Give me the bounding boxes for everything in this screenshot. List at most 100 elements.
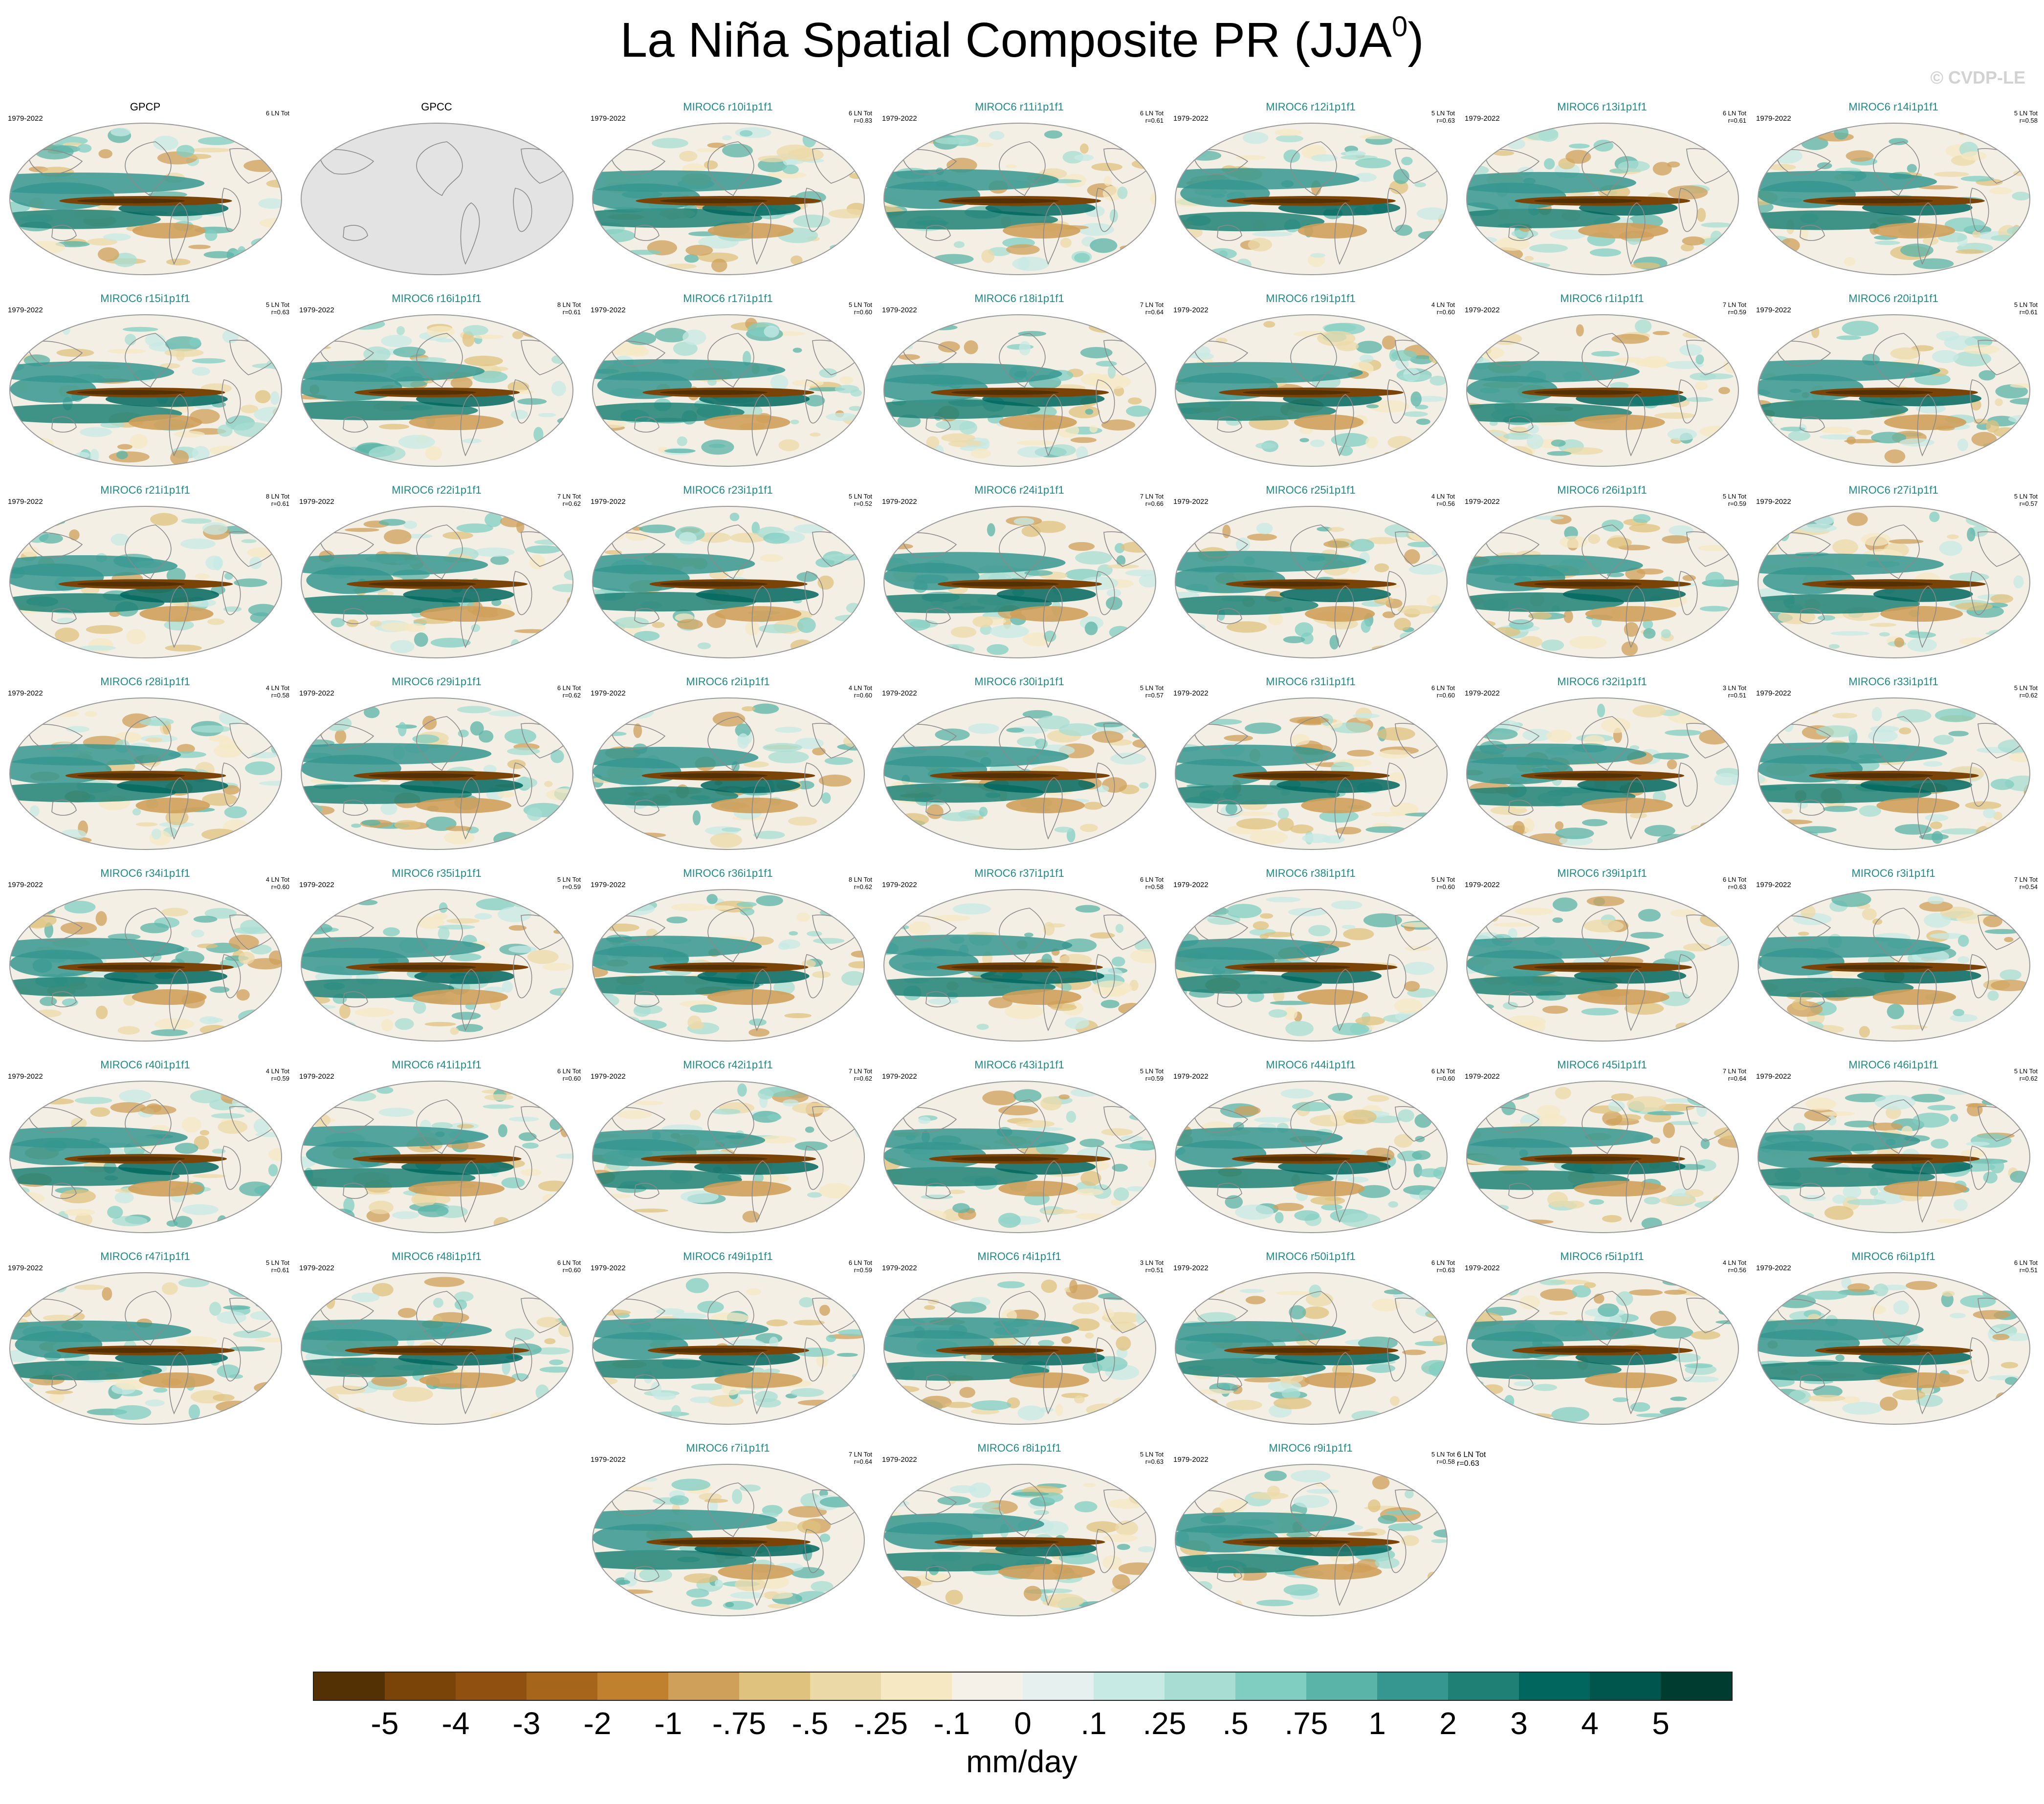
panel-count: 7 LN Tot r=0.64 bbox=[1722, 1067, 1746, 1082]
panel-count: 4 LN Tot r=0.56 bbox=[1722, 1259, 1746, 1274]
panel-years: 1979-2022 bbox=[1173, 881, 1209, 889]
panel-map bbox=[592, 889, 865, 1042]
colorbar-segment bbox=[1377, 1673, 1449, 1700]
panel-map bbox=[9, 123, 282, 275]
panel-map bbox=[1466, 1272, 1739, 1425]
panel-count: 6 LN Tot r=0.60 bbox=[1431, 684, 1455, 699]
panel-years: 1979-2022 bbox=[299, 881, 334, 889]
panel-years: 1979-2022 bbox=[1173, 114, 1209, 123]
panel-title: GPCC bbox=[421, 101, 452, 113]
panel-count: 7 LN Tot r=0.62 bbox=[557, 493, 581, 507]
panel-count: 3 LN Tot r=0.51 bbox=[1722, 684, 1746, 699]
panel-map bbox=[592, 1464, 865, 1616]
panel-map bbox=[1758, 123, 2030, 275]
panel-count: 7 LN Tot r=0.64 bbox=[848, 1451, 872, 1465]
panel-years: 1979-2022 bbox=[882, 114, 917, 123]
panel-title: MIROC6 r15i1p1f1 bbox=[100, 292, 190, 304]
panel-years: 1979-2022 bbox=[591, 498, 626, 506]
panel-title: MIROC6 r45i1p1f1 bbox=[1557, 1059, 1647, 1071]
panel-map bbox=[1175, 1464, 1448, 1616]
panel-years: 1979-2022 bbox=[8, 1264, 43, 1272]
colorbar-segment bbox=[952, 1673, 1023, 1700]
map-panel: MIROC6 r19i1p1f1 1979-2022 4 LN Tot r=0.60 bbox=[1165, 292, 1456, 469]
panel-title: MIROC6 r9i1p1f1 bbox=[1269, 1442, 1353, 1454]
panel-map bbox=[592, 1272, 865, 1425]
panel-years: 1979-2022 bbox=[8, 881, 43, 889]
panel-count: 6 LN Tot r=0.83 bbox=[848, 109, 872, 124]
colorbar-tick-label: -.25 bbox=[854, 1706, 908, 1741]
colorbar-segment bbox=[1235, 1673, 1307, 1700]
panel-title: MIROC6 r35i1p1f1 bbox=[392, 867, 482, 879]
panel-count: 8 LN Tot r=0.61 bbox=[557, 301, 581, 316]
panel-count: 5 LN Tot r=0.62 bbox=[2014, 1067, 2038, 1082]
panel-years: 1979-2022 bbox=[8, 689, 43, 697]
panel-map bbox=[9, 697, 282, 850]
colorbar-segment bbox=[1165, 1673, 1236, 1700]
panel-years: 1979-2022 bbox=[882, 881, 917, 889]
panel-years: 1979-2022 bbox=[882, 689, 917, 697]
panel-map bbox=[1175, 1272, 1448, 1425]
map-panel: MIROC6 r8i1p1f1 1979-2022 5 LN Tot r=0.63 bbox=[874, 1442, 1165, 1619]
panel-map bbox=[301, 889, 573, 1042]
map-panel: MIROC6 r31i1p1f1 1979-2022 6 LN Tot r=0.60 bbox=[1165, 675, 1456, 852]
map-panel: MIROC6 r25i1p1f1 1979-2022 4 LN Tot r=0.56 bbox=[1165, 484, 1456, 661]
panel-map bbox=[9, 1081, 282, 1233]
panel-title: MIROC6 r23i1p1f1 bbox=[683, 484, 773, 496]
panel-map bbox=[883, 1081, 1156, 1233]
colorbar-segment bbox=[668, 1673, 740, 1700]
colorbar-segment bbox=[1306, 1673, 1378, 1700]
colorbar-segment bbox=[314, 1673, 385, 1700]
map-panel: MIROC6 r47i1p1f1 1979-2022 5 LN Tot r=0.61 bbox=[0, 1250, 290, 1427]
panel-map bbox=[301, 506, 573, 658]
panel-count: 6 LN Tot r=0.61 bbox=[1722, 109, 1746, 124]
map-panel: MIROC6 r1i1p1f1 1979-2022 7 LN Tot r=0.59 bbox=[1457, 292, 1747, 469]
title-superscript: 0 bbox=[1391, 11, 1408, 43]
panel-map bbox=[883, 123, 1156, 275]
map-panel: MIROC6 r37i1p1f1 1979-2022 6 LN Tot r=0.58 bbox=[874, 867, 1165, 1044]
map-panel: MIROC6 r39i1p1f1 1979-2022 6 LN Tot r=0.63 bbox=[1457, 867, 1747, 1044]
title-close: ) bbox=[1407, 13, 1424, 67]
panel-years: 1979-2022 bbox=[591, 689, 626, 697]
map-panel: MIROC6 r48i1p1f1 1979-2022 6 LN Tot r=0.60 bbox=[291, 1250, 582, 1427]
map-panel: MIROC6 r12i1p1f1 1979-2022 5 LN Tot r=0.63 bbox=[1165, 101, 1456, 278]
panel-years: 1979-2022 bbox=[591, 1456, 626, 1464]
map-panel: MIROC6 r14i1p1f1 1979-2022 5 LN Tot r=0.58 bbox=[1748, 101, 2039, 278]
panel-years: 1979-2022 bbox=[1173, 689, 1209, 697]
panel-count: 5 LN Tot r=0.61 bbox=[2014, 301, 2038, 316]
panel-map bbox=[592, 1081, 865, 1233]
panel-map bbox=[883, 889, 1156, 1042]
panel-count: 6 LN Tot r=0.60 bbox=[557, 1259, 581, 1274]
panel-title: MIROC6 r10i1p1f1 bbox=[683, 101, 773, 113]
map-panel: MIROC6 r24i1p1f1 1979-2022 7 LN Tot r=0.66 bbox=[874, 484, 1165, 661]
map-panel: MIROC6 r11i1p1f1 1979-2022 6 LN Tot r=0.61 bbox=[874, 101, 1165, 278]
panel-title: MIROC6 r43i1p1f1 bbox=[974, 1059, 1064, 1071]
colorbar-segment bbox=[810, 1673, 881, 1700]
panel-title: MIROC6 r42i1p1f1 bbox=[683, 1059, 773, 1071]
map-panel: MIROC6 r34i1p1f1 1979-2022 4 LN Tot r=0.60 bbox=[0, 867, 290, 1044]
panel-years: 1979-2022 bbox=[1173, 1072, 1209, 1081]
panel-count: 6 LN Tot r=0.61 bbox=[1140, 109, 1164, 124]
colorbar-tick-label: 0 bbox=[1014, 1706, 1032, 1741]
panel-count: 5 LN Tot r=0.52 bbox=[848, 493, 872, 507]
panel-count: 5 LN Tot r=0.63 bbox=[265, 301, 289, 316]
panel-title: MIROC6 r8i1p1f1 bbox=[977, 1442, 1061, 1454]
panel-map bbox=[1466, 123, 1739, 275]
panel-map bbox=[883, 1272, 1156, 1425]
panel-title: MIROC6 r24i1p1f1 bbox=[974, 484, 1064, 496]
panel-title: MIROC6 r20i1p1f1 bbox=[1848, 292, 1938, 304]
panel-count: 7 LN Tot r=0.62 bbox=[848, 1067, 872, 1082]
map-panel: MIROC6 r7i1p1f1 1979-2022 7 LN Tot r=0.64 bbox=[583, 1442, 873, 1619]
colorbar-tick-label: -.5 bbox=[791, 1706, 829, 1741]
panel-years: 1979-2022 bbox=[8, 114, 43, 123]
map-panel: MIROC6 r20i1p1f1 1979-2022 5 LN Tot r=0.61 bbox=[1748, 292, 2039, 469]
map-panel: MIROC6 r50i1p1f1 1979-2022 6 LN Tot r=0.63 bbox=[1165, 1250, 1456, 1427]
panel-title: MIROC6 r6i1p1f1 bbox=[1851, 1250, 1935, 1262]
panel-years: 1979-2022 bbox=[1756, 1072, 1791, 1081]
panel-map bbox=[592, 314, 865, 467]
panel-title: MIROC6 r31i1p1f1 bbox=[1266, 675, 1356, 688]
panel-map bbox=[1175, 1081, 1448, 1233]
colorbar-segment bbox=[385, 1673, 456, 1700]
panel-title: MIROC6 r38i1p1f1 bbox=[1266, 867, 1356, 879]
panel-count: 5 LN Tot r=0.59 bbox=[557, 876, 581, 891]
map-panel: MIROC6 r21i1p1f1 1979-2022 8 LN Tot r=0.61 bbox=[0, 484, 290, 661]
